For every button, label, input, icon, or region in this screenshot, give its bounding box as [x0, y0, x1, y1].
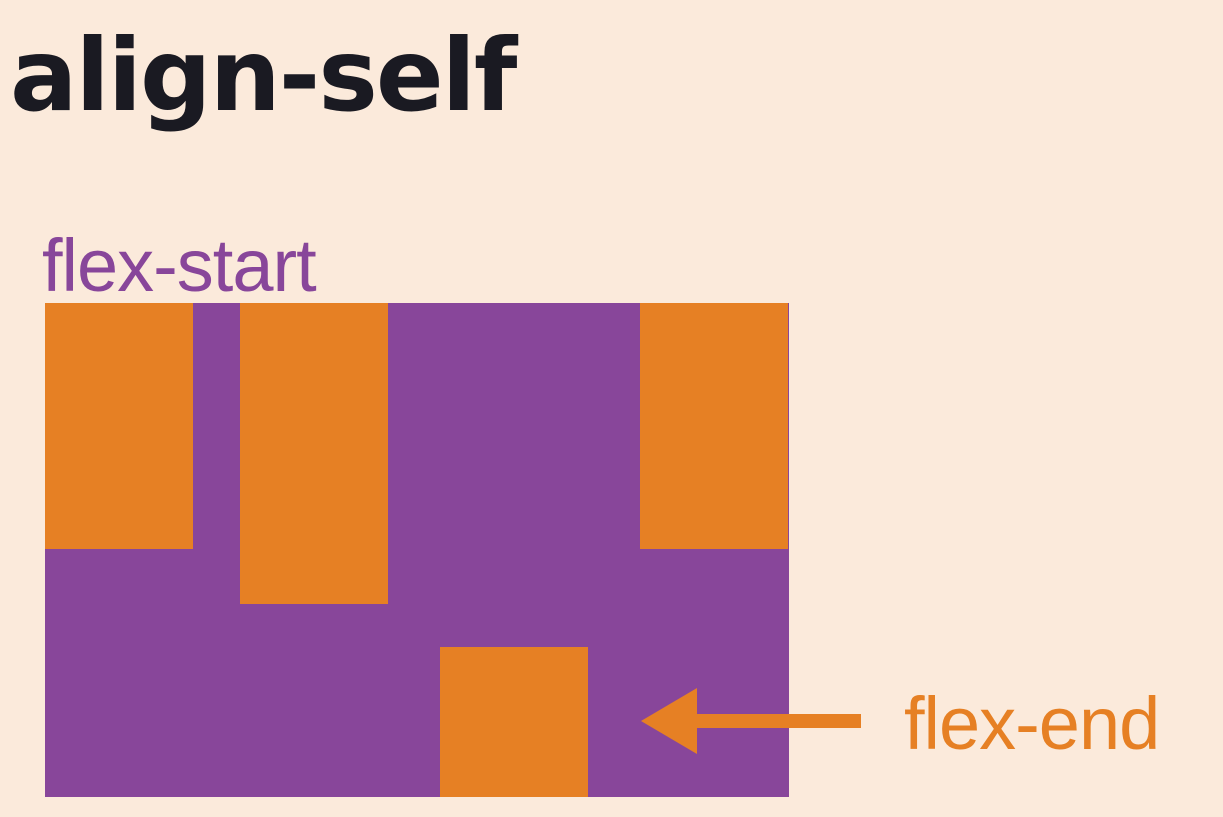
arrow-left-icon	[641, 688, 861, 754]
flex-item-3-end	[440, 647, 588, 797]
flex-container	[45, 303, 789, 797]
flex-item-1	[45, 303, 193, 549]
flex-item-2	[240, 303, 388, 604]
flex-end-label: flex-end	[904, 682, 1160, 765]
flex-start-label: flex-start	[42, 224, 317, 307]
diagram-title: align-self	[10, 17, 517, 134]
flex-item-4	[640, 303, 788, 549]
